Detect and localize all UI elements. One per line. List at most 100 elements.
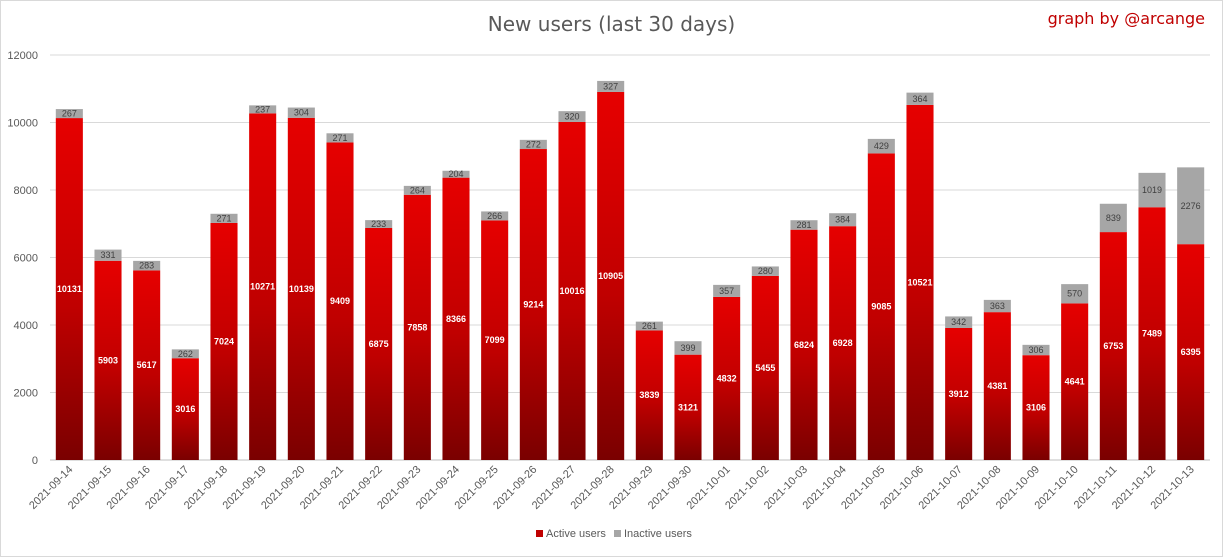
data-label-inactive: 283 bbox=[139, 261, 154, 271]
data-label-active: 5903 bbox=[98, 355, 118, 365]
bar-active bbox=[249, 113, 277, 460]
bar-active bbox=[287, 117, 315, 460]
legend-swatch bbox=[614, 530, 621, 537]
bar-inactive bbox=[558, 111, 586, 122]
data-label-active: 3016 bbox=[175, 404, 195, 414]
data-label-active: 5455 bbox=[755, 363, 775, 373]
bar-inactive bbox=[1022, 344, 1050, 356]
data-label-inactive: 271 bbox=[216, 213, 231, 223]
bar-inactive bbox=[1099, 203, 1127, 233]
data-label-inactive: 233 bbox=[371, 219, 386, 229]
data-label-inactive: 839 bbox=[1106, 213, 1121, 223]
bar-inactive bbox=[55, 109, 83, 119]
data-label-inactive: 267 bbox=[62, 109, 77, 119]
data-label-inactive: 429 bbox=[874, 141, 889, 151]
bar-active bbox=[906, 104, 934, 460]
bar-inactive bbox=[1138, 172, 1166, 208]
bar-active bbox=[1138, 207, 1166, 460]
data-label-active: 3839 bbox=[639, 390, 659, 400]
data-label-inactive: 399 bbox=[680, 343, 695, 353]
bar-active bbox=[751, 275, 779, 460]
bar-active bbox=[94, 260, 122, 460]
bar-inactive bbox=[287, 107, 315, 118]
data-label-inactive: 266 bbox=[487, 211, 502, 221]
bar-inactive bbox=[1061, 284, 1089, 304]
chart-title: New users (last 30 days) bbox=[487, 12, 736, 36]
bar-inactive bbox=[171, 349, 199, 359]
y-tick-label: 2000 bbox=[14, 388, 38, 400]
bar-inactive bbox=[867, 138, 895, 154]
data-label-active: 4832 bbox=[717, 373, 737, 383]
bar-inactive bbox=[983, 299, 1011, 313]
data-label-active: 10521 bbox=[907, 277, 932, 287]
bar-active bbox=[403, 194, 431, 461]
data-label-active: 7024 bbox=[214, 336, 234, 346]
bar-active bbox=[171, 358, 199, 460]
data-label-inactive: 271 bbox=[332, 133, 347, 143]
data-label-active: 6395 bbox=[1181, 347, 1201, 357]
bar-inactive bbox=[133, 260, 161, 271]
bar-active bbox=[713, 296, 741, 460]
data-label-inactive: 262 bbox=[178, 349, 193, 359]
data-label-inactive: 304 bbox=[294, 108, 309, 118]
data-label-active: 3912 bbox=[949, 389, 969, 399]
data-label-inactive: 570 bbox=[1067, 289, 1082, 299]
bar-active bbox=[1099, 232, 1127, 460]
data-label-inactive: 306 bbox=[1028, 345, 1043, 355]
data-label-inactive: 363 bbox=[990, 301, 1005, 311]
y-tick-label: 6000 bbox=[14, 253, 38, 265]
bar-inactive bbox=[94, 249, 122, 261]
data-label-inactive: 2276 bbox=[1181, 201, 1201, 211]
data-label-active: 5617 bbox=[137, 360, 157, 370]
data-label-active: 9214 bbox=[523, 300, 543, 310]
bar-active bbox=[133, 270, 161, 460]
bar-inactive bbox=[829, 213, 857, 227]
data-label-active: 7099 bbox=[485, 335, 505, 345]
bar-inactive bbox=[403, 185, 431, 195]
data-label-active: 10271 bbox=[250, 282, 275, 292]
data-label-inactive: 364 bbox=[912, 94, 927, 104]
bar-inactive bbox=[210, 213, 238, 223]
bar-inactive bbox=[249, 105, 277, 114]
bar-inactive bbox=[597, 80, 625, 92]
data-label-inactive: 357 bbox=[719, 286, 734, 296]
bar-active bbox=[210, 222, 238, 460]
bar-active bbox=[674, 354, 702, 460]
bar-active bbox=[945, 327, 973, 460]
bar-active bbox=[1177, 244, 1205, 460]
bar-active bbox=[481, 220, 509, 460]
data-label-active: 7858 bbox=[407, 322, 427, 332]
data-label-active: 6753 bbox=[1103, 341, 1123, 351]
bar-inactive bbox=[519, 139, 547, 150]
bar-inactive bbox=[790, 220, 818, 230]
data-label-inactive: 1019 bbox=[1142, 185, 1162, 195]
bar-inactive bbox=[442, 170, 470, 178]
data-label-active: 3121 bbox=[678, 402, 698, 412]
data-label-inactive: 331 bbox=[100, 250, 115, 260]
data-label-inactive: 204 bbox=[448, 169, 463, 179]
data-label-active: 4641 bbox=[1065, 377, 1085, 387]
chart-credit: graph by @arcange bbox=[1047, 9, 1205, 28]
data-label-active: 10131 bbox=[57, 284, 82, 294]
bar-inactive bbox=[326, 133, 354, 143]
bar-active bbox=[558, 121, 586, 461]
bar-active bbox=[983, 312, 1011, 460]
bar-active bbox=[635, 330, 663, 460]
data-label-inactive: 237 bbox=[255, 104, 270, 114]
y-tick-label: 4000 bbox=[14, 320, 38, 332]
data-label-active: 9409 bbox=[330, 296, 350, 306]
data-label-inactive: 281 bbox=[796, 220, 811, 230]
legend-label: Inactive users bbox=[624, 528, 692, 540]
bar-active bbox=[326, 142, 354, 461]
bar-active bbox=[1061, 303, 1089, 460]
bar-active bbox=[867, 153, 895, 460]
y-tick-label: 12000 bbox=[7, 50, 38, 62]
legend-item: Inactive users bbox=[614, 528, 692, 540]
data-label-active: 10016 bbox=[559, 286, 584, 296]
data-label-inactive: 384 bbox=[835, 215, 850, 225]
data-label-active: 7489 bbox=[1142, 329, 1162, 339]
bar-inactive bbox=[365, 220, 393, 228]
bar-inactive bbox=[751, 266, 779, 276]
